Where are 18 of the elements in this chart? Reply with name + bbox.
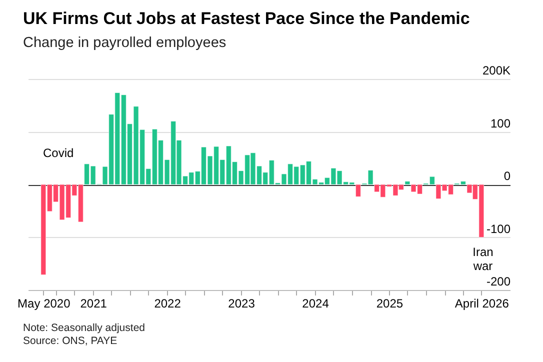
text: Note: Seasonally adjusted (23, 322, 145, 335)
x-tick-label: 2025 (376, 296, 404, 310)
source-note: Source: ONS, PAYE (23, 335, 118, 348)
annotation: Covid (43, 146, 75, 160)
x-tick-label: April 2026 (454, 296, 510, 310)
x-tick-label: 2021 (80, 296, 108, 310)
y-tick-label: -200 (486, 274, 511, 288)
chart-title: UK Firms Cut Jobs at Fastest Pace Since the Pandemic (23, 9, 470, 29)
chart-subtitle: Change in payrolled employees (23, 35, 226, 51)
y-tick-label: -100 (486, 222, 511, 236)
y-tick-label: 0 (504, 169, 511, 183)
annotation: Iran war (472, 245, 494, 273)
x-tick-label: 2023 (228, 296, 256, 310)
x-tick-label: 2022 (154, 296, 182, 310)
y-tick-label: 100 (490, 116, 511, 130)
x-tick-label: May 2020 (18, 296, 71, 310)
y-tick-label: 200K (482, 64, 510, 78)
x-tick-label: 2024 (302, 296, 330, 310)
